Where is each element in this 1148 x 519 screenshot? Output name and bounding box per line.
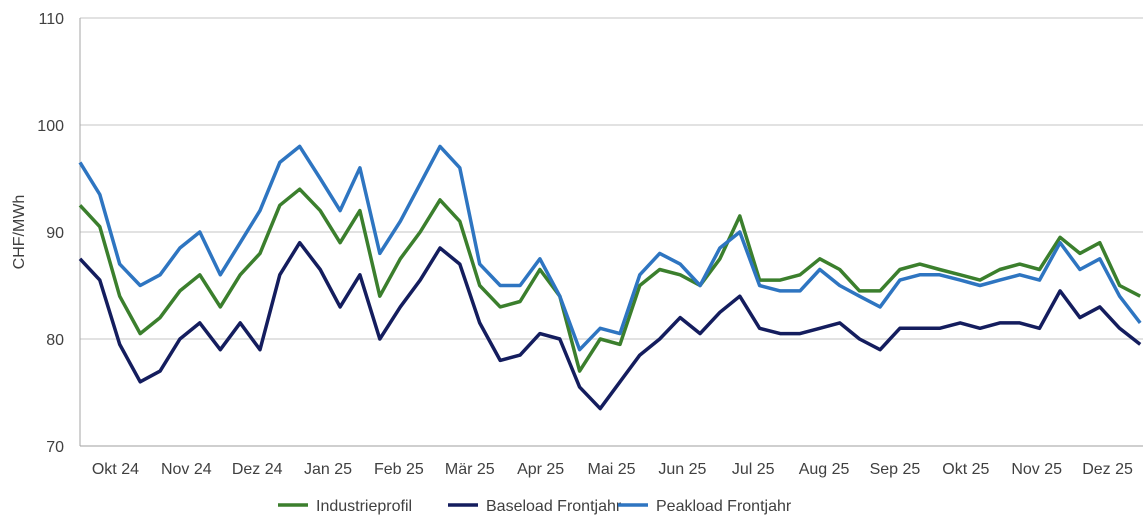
legend-label: Baseload Frontjahr xyxy=(486,498,622,515)
x-tick-label: Feb 25 xyxy=(374,461,424,478)
legend-item: Industrieprofil xyxy=(278,498,412,515)
x-tick-label: Dez 25 xyxy=(1082,461,1133,478)
y-tick-label: 90 xyxy=(46,225,64,242)
gridlines xyxy=(80,17,1143,447)
x-tick-label: Sep 25 xyxy=(870,461,921,478)
y-tick-label: 80 xyxy=(46,332,64,349)
x-tick-label: Jan 25 xyxy=(304,461,352,478)
x-tick-labels: Okt 24 Nov 24 Dez 24 Jan 25 Feb 25 Mär 25 Apr … xyxy=(92,461,1133,478)
x-tick-label: Okt 24 xyxy=(92,461,139,478)
y-axis-label: CHF/MWh xyxy=(11,195,28,270)
legend-item: Peakload Frontjahr xyxy=(618,498,792,515)
x-tick-label: Mai 25 xyxy=(587,461,635,478)
x-tick-label: Apr 25 xyxy=(517,461,564,478)
x-tick-label: Aug 25 xyxy=(799,461,850,478)
x-tick-label: Okt 25 xyxy=(942,461,989,478)
legend-label: Peakload Frontjahr xyxy=(656,498,792,515)
x-tick-label: Mär 25 xyxy=(445,461,495,478)
legend-item: Baseload Frontjahr xyxy=(448,498,622,515)
x-tick-label: Nov 25 xyxy=(1011,461,1062,478)
series-line-peakload-frontjahr xyxy=(78,144,1142,352)
series-line-baseload-frontjahr xyxy=(78,240,1142,411)
x-tick-label: Jul 25 xyxy=(732,461,775,478)
x-tick-label: Dez 24 xyxy=(232,461,283,478)
series-lines xyxy=(78,144,1142,411)
legend: Industrieprofil Baseload Frontjahr Peakloa… xyxy=(278,498,792,515)
legend-label: Industrieprofil xyxy=(316,498,412,515)
x-tick-label: Nov 24 xyxy=(161,461,212,478)
series-line-industrieprofil xyxy=(78,187,1142,373)
x-tick-label: Jun 25 xyxy=(658,461,706,478)
y-tick-label: 100 xyxy=(37,118,64,135)
y-tick-labels: 70 80 90 100 110 xyxy=(37,11,64,456)
y-tick-label: 70 xyxy=(46,439,64,456)
y-tick-label: 110 xyxy=(38,11,64,28)
